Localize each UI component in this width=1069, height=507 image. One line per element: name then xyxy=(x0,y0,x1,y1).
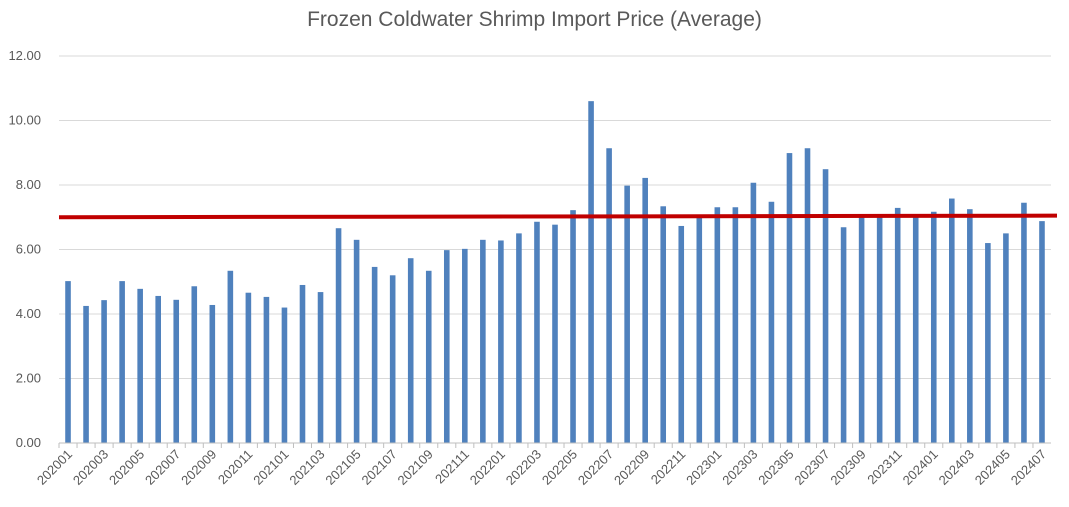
bar-202211 xyxy=(678,225,685,443)
x-tick-label: 202201 xyxy=(467,447,508,488)
reference-line-group xyxy=(58,213,1058,220)
bar-202202 xyxy=(516,233,522,443)
bar-202010 xyxy=(227,270,234,443)
x-tick-label: 202007 xyxy=(142,447,183,488)
x-tick-label: 202109 xyxy=(395,447,436,488)
x-tick-label: 202211 xyxy=(648,447,689,488)
bar-202203 xyxy=(534,221,540,443)
bar-202105 xyxy=(353,239,360,443)
bar-202109 xyxy=(425,270,432,443)
bar-202008 xyxy=(191,286,198,443)
bar-202108 xyxy=(407,258,414,443)
bar-202002 xyxy=(83,305,89,443)
bar-202205 xyxy=(570,210,576,443)
bar-202007 xyxy=(173,299,180,443)
bar-202201 xyxy=(498,240,504,443)
x-tick-label: 202107 xyxy=(359,447,400,488)
bar-202207 xyxy=(606,148,612,444)
bar-202101 xyxy=(281,307,288,443)
x-tick-label: 202203 xyxy=(503,447,544,488)
x-tick-label: 202305 xyxy=(755,447,796,488)
x-tick-label: 202003 xyxy=(70,447,111,488)
x-tick-label: 202101 xyxy=(250,447,291,488)
bar-202102 xyxy=(299,284,306,443)
bar-202111 xyxy=(462,248,468,443)
x-tick-label: 202001 xyxy=(34,447,75,488)
bar-202106 xyxy=(371,266,378,443)
x-tick-label: 202405 xyxy=(972,447,1013,488)
bar-202011 xyxy=(245,292,252,443)
x-tick-label: 202309 xyxy=(827,447,868,488)
bar-202406 xyxy=(1021,202,1027,443)
bar-202310 xyxy=(876,215,883,443)
bar-202404 xyxy=(985,243,991,443)
bar-202401 xyxy=(930,211,937,443)
x-tick-label: 202009 xyxy=(178,447,219,488)
y-tick-label: 2.00 xyxy=(16,371,41,386)
bar-202110 xyxy=(443,250,450,443)
bar-202104 xyxy=(335,228,342,443)
y-tick-label: 12.00 xyxy=(8,48,41,63)
bar-202208 xyxy=(624,185,630,443)
x-tick-label: 202207 xyxy=(575,447,616,488)
x-tick-label: 202401 xyxy=(900,447,941,488)
x-tick-label: 202307 xyxy=(791,447,832,488)
bar-202312 xyxy=(912,215,919,443)
x-tick-label: 202311 xyxy=(864,447,905,488)
bar-202206 xyxy=(588,101,594,444)
bar-202305 xyxy=(786,153,793,443)
bar-202210 xyxy=(660,206,667,443)
bar-202303 xyxy=(750,182,757,443)
x-tick-label: 202301 xyxy=(683,447,724,488)
x-axis: 2020012020032020052020072020092020112021… xyxy=(34,447,1049,488)
y-tick-label: 0.00 xyxy=(16,435,41,450)
bar-202006 xyxy=(155,295,161,443)
bar-202301 xyxy=(714,207,721,443)
bar-202003 xyxy=(101,300,107,443)
x-tick-label: 202005 xyxy=(106,447,147,488)
x-tick-label: 202103 xyxy=(286,447,327,488)
bars xyxy=(65,101,1045,444)
x-tick-label: 202111 xyxy=(432,447,472,487)
bar-202004 xyxy=(119,281,125,443)
bar-202204 xyxy=(552,224,558,443)
bar-202212 xyxy=(696,215,703,443)
x-tick-label: 202209 xyxy=(611,447,652,488)
bar-202012 xyxy=(263,296,270,443)
bar-202103 xyxy=(317,292,324,443)
bar-202005 xyxy=(137,288,143,443)
bar-202307 xyxy=(822,169,829,443)
reference-line xyxy=(58,213,1058,220)
bar-202402 xyxy=(949,198,955,443)
x-tick-label: 202105 xyxy=(322,447,363,488)
x-tick-label: 202205 xyxy=(539,447,580,488)
bar-202306 xyxy=(804,148,811,444)
bar-202308 xyxy=(840,227,847,443)
bar-202302 xyxy=(732,207,739,443)
y-tick-label: 10.00 xyxy=(8,113,41,128)
y-tick-label: 8.00 xyxy=(16,177,41,192)
x-tick-label: 202407 xyxy=(1008,447,1049,488)
bar-202001 xyxy=(65,281,71,443)
bar-202209 xyxy=(642,177,648,443)
bar-202304 xyxy=(768,201,775,443)
bar-202311 xyxy=(894,207,901,443)
x-tick-label: 202403 xyxy=(936,447,977,488)
bar-202407 xyxy=(1039,221,1045,443)
y-tick-label: 6.00 xyxy=(16,242,41,257)
bar-202405 xyxy=(1003,233,1009,443)
y-axis: 0.00 2.00 4.00 6.00 8.00 10.00 12.00 xyxy=(8,48,1051,450)
x-tick-label: 202303 xyxy=(719,447,760,488)
bar-202309 xyxy=(858,215,865,443)
x-tick-label: 202011 xyxy=(215,447,256,488)
bar-202112 xyxy=(480,239,486,443)
bar-202107 xyxy=(389,275,396,443)
bar-202009 xyxy=(209,304,216,443)
chart-title: Frozen Coldwater Shrimp Import Price (Av… xyxy=(307,8,762,31)
bar-202403 xyxy=(967,209,973,443)
y-tick-label: 4.00 xyxy=(16,306,41,321)
